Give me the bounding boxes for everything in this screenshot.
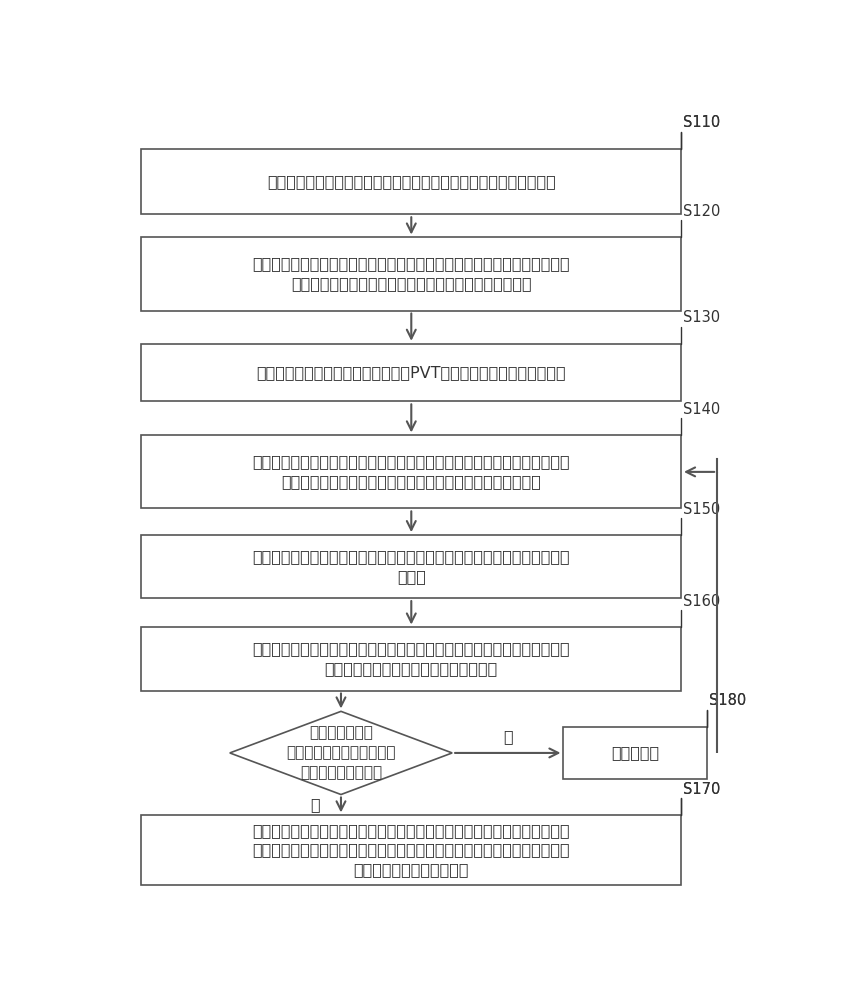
FancyBboxPatch shape xyxy=(564,727,707,779)
FancyBboxPatch shape xyxy=(142,627,681,691)
Text: 基于多个组分渗流参数建立描述黑油油藏流体渗流规律的组分模型；: 基于多个组分渗流参数建立描述黑油油藏流体渗流规律的组分模型； xyxy=(267,174,555,189)
FancyBboxPatch shape xyxy=(142,435,681,508)
Text: 利用所述组分渗流参数的估计值和调整后的所述组分数值模型，计算得到油
藏压力变化值及各流体相饱和度变化值；: 利用所述组分渗流参数的估计值和调整后的所述组分数值模型，计算得到油 藏压力变化值… xyxy=(252,642,570,676)
Text: S150: S150 xyxy=(683,502,720,517)
Polygon shape xyxy=(230,711,452,795)
Text: S120: S120 xyxy=(683,204,721,219)
Text: S110: S110 xyxy=(683,115,720,130)
Text: 否: 否 xyxy=(503,729,512,744)
FancyBboxPatch shape xyxy=(142,535,681,598)
Text: 更新估计值: 更新估计值 xyxy=(611,745,659,760)
Text: S140: S140 xyxy=(683,402,720,417)
Text: 根据所述组分相平衡参数表和所述离散网格的所述组分渗流参数的估计值进
行闪蒸计算，得到所述离散网格的流体相态和相应物性参数；: 根据所述组分相平衡参数表和所述离散网格的所述组分渗流参数的估计值进 行闪蒸计算，… xyxy=(252,454,570,489)
FancyBboxPatch shape xyxy=(142,237,681,311)
Text: S110: S110 xyxy=(683,115,720,130)
Text: S170: S170 xyxy=(683,782,721,797)
Text: 判断所述的油藏
压力变化值及各流体相饱和
度变化值是否收敛？: 判断所述的油藏 压力变化值及各流体相饱和 度变化值是否收敛？ xyxy=(286,726,396,780)
Text: S160: S160 xyxy=(683,594,720,609)
Text: 根据所述油藏压力变化值和相应的所述估计值求和得到所述离散网格的油藏
压力，根据所述各流体相饱和度变化值和相应的所述估计值求和得到所述离
散网格的各流体相饱和度。: 根据所述油藏压力变化值和相应的所述估计值求和得到所述离散网格的油藏 压力，根据所… xyxy=(252,823,570,877)
Text: S180: S180 xyxy=(709,693,746,708)
FancyBboxPatch shape xyxy=(142,149,681,214)
Text: 根据所述流体相态和相应物性参数调整所述组分数值模型，以简化组分数值
模型；: 根据所述流体相态和相应物性参数调整所述组分数值模型，以简化组分数值 模型； xyxy=(252,549,570,584)
Text: 是: 是 xyxy=(310,797,320,812)
Text: S170: S170 xyxy=(683,782,721,797)
Text: S180: S180 xyxy=(709,693,746,708)
Text: S130: S130 xyxy=(683,310,720,325)
Text: 根据基于黑油模型的黑油模拟所需数据对所述组分模型进行数值离散，得到
基于所述黑油油藏的地质模型离散网格的组分数值模型；: 根据基于黑油模型的黑油模拟所需数据对所述组分模型进行数值离散，得到 基于所述黑油… xyxy=(252,257,570,291)
FancyBboxPatch shape xyxy=(142,344,681,401)
Text: 利用所述黑油模拟所需数据中的流体PVT数据建立组分相平衡参数表；: 利用所述黑油模拟所需数据中的流体PVT数据建立组分相平衡参数表； xyxy=(257,365,566,380)
FancyBboxPatch shape xyxy=(142,815,681,885)
